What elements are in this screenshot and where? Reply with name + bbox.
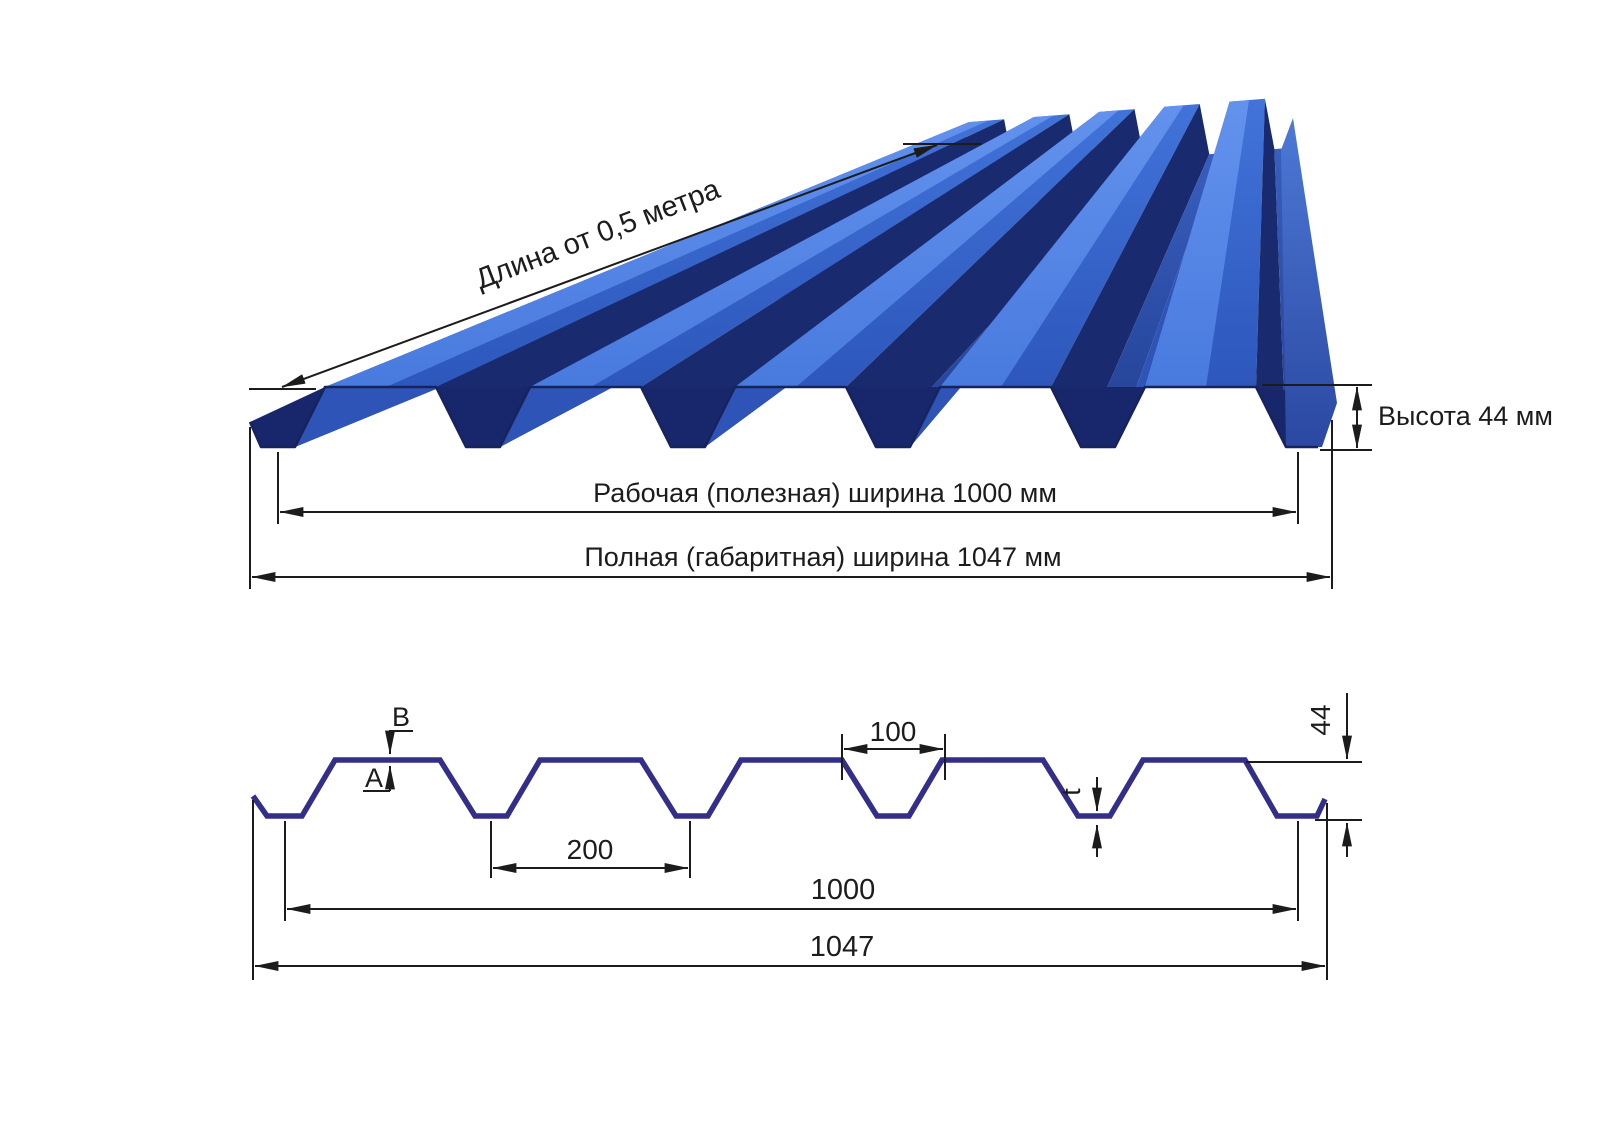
overall-width-label: Полная (габаритная) ширина 1047 мм: [584, 542, 1061, 572]
length-dimension-line: [281, 144, 938, 388]
label-a-dimension: A: [363, 763, 395, 793]
section-working-width-dimension: 1000: [284, 821, 1299, 921]
pitch-dimension: 200: [490, 821, 691, 878]
sheet-front-cut: [250, 387, 325, 447]
sheet-valley-face: [1081, 153, 1221, 447]
profiled-sheet-3d: [248, 98, 1337, 449]
sheet-slope-face: [1256, 98, 1286, 448]
pitch-value: 200: [567, 834, 614, 865]
profile-height-dimension: 44: [1246, 693, 1362, 857]
thickness-label: t: [1056, 788, 1086, 796]
working-width-label: Рабочая (полезная) ширина 1000 мм: [593, 478, 1057, 508]
sheet-slope-face: [1051, 104, 1210, 447]
overall-width-dimension: Полная (габаритная) ширина 1047 мм: [249, 420, 1333, 589]
section-overall-width-dimension: 1047: [252, 800, 1328, 980]
section-working-width-value: 1000: [811, 874, 876, 906]
sheet-right-face: [1281, 118, 1337, 447]
section-overall-width-value: 1047: [810, 931, 875, 963]
cross-section: B A 100 200 t: [250, 693, 1362, 980]
height-label: Высота 44 мм: [1378, 401, 1553, 431]
sheet-crest-highlight: [940, 105, 1184, 387]
label-b: B: [392, 702, 410, 732]
thickness-dimension: t: [1056, 777, 1102, 857]
label-b-dimension: B: [385, 702, 413, 755]
profile-height-value: 44: [1305, 704, 1336, 735]
profile-outline: [250, 757, 1328, 819]
height-dimension: Высота 44 мм: [1262, 384, 1553, 451]
working-width-dimension: Рабочая (полезная) ширина 1000 мм: [277, 452, 1299, 524]
crest-width-dimension: 100: [841, 716, 946, 780]
crest-width-value: 100: [870, 716, 917, 747]
sheet-crest-highlight: [1145, 100, 1249, 387]
label-a: A: [365, 763, 383, 793]
